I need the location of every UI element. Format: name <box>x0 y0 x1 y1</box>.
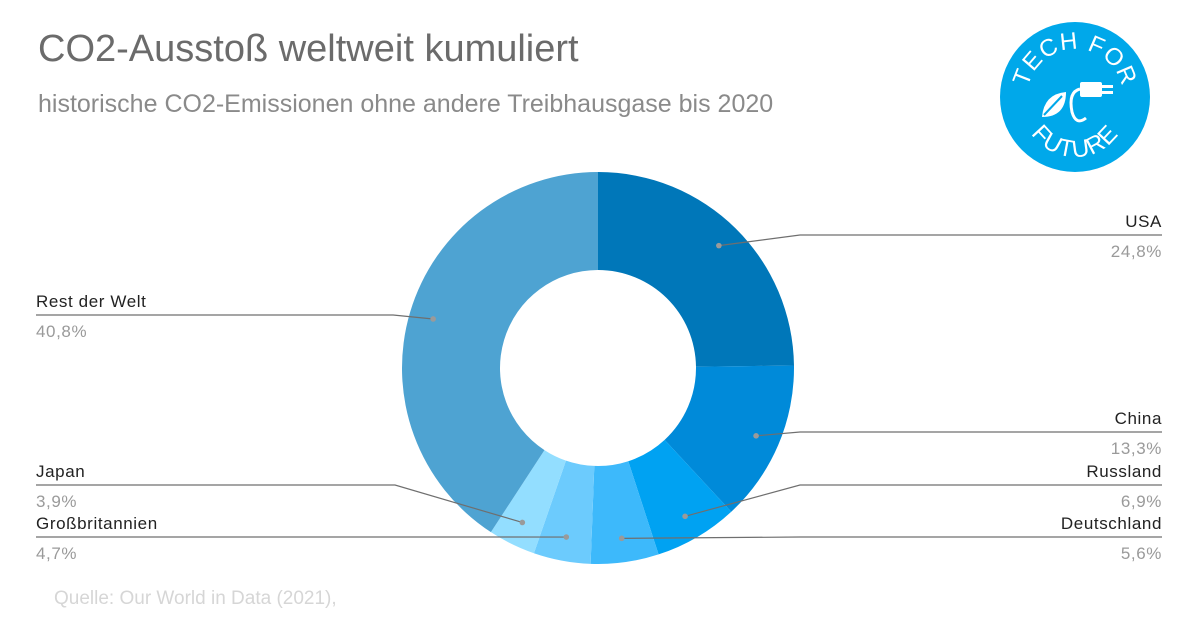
label-usa: USA <box>1125 212 1162 231</box>
value-grossbritannien: 4,7% <box>36 544 77 563</box>
value-japan: 3,9% <box>36 492 77 511</box>
leader-line-usa <box>718 234 1162 247</box>
value-rest-der-welt: 40,8% <box>36 322 87 341</box>
leader-dot-deutschland <box>618 535 625 542</box>
slice-labels: USA 24,8% China 13,3% Russland 6,9% Deutschlan… <box>36 212 1162 563</box>
slice-russland <box>628 439 732 555</box>
slice-rest-der-welt <box>402 172 598 533</box>
value-deutschland: 5,6% <box>1121 544 1162 563</box>
leader-dot-russland <box>682 513 688 520</box>
value-china: 13,3% <box>1111 439 1162 458</box>
chart-subtitle: historische CO2-Emissionen ohne andere T… <box>38 90 774 118</box>
leader-dot-grossbritannien <box>563 534 570 540</box>
label-rest-der-welt: Rest der Welt <box>36 292 146 311</box>
leader-dot-china <box>753 433 759 439</box>
plug-icon <box>1069 82 1113 123</box>
label-china: China <box>1115 409 1162 428</box>
slice-japan <box>490 450 566 554</box>
source-note: Quelle: Our World in Data (2021), <box>54 588 337 609</box>
leader-line-japan <box>36 484 523 524</box>
leader-dot-rest-der-welt <box>430 316 436 322</box>
slice-usa <box>598 172 794 367</box>
label-russland: Russland <box>1086 462 1162 481</box>
slice-grossbritannien <box>533 460 595 564</box>
label-japan: Japan <box>36 462 85 481</box>
donut-slices <box>402 172 794 564</box>
leader-line-russland <box>684 484 1162 517</box>
value-russland: 6,9% <box>1121 492 1162 511</box>
leader-line-deutschland <box>621 536 1162 539</box>
leader-dot-japan <box>519 519 526 526</box>
leader-lines <box>36 234 1162 542</box>
value-usa: 24,8% <box>1111 242 1162 261</box>
chart-title: CO2-Ausstoß weltweit kumuliert <box>38 28 579 70</box>
leader-dot-usa <box>716 242 722 249</box>
tech-for-future-logo: TECH FOR FUTURE <box>1000 22 1150 172</box>
slice-china <box>664 365 794 512</box>
leader-line-china <box>756 431 1162 437</box>
leaf-icon <box>1042 92 1066 117</box>
label-deutschland: Deutschland <box>1061 514 1162 533</box>
label-grossbritannien: Großbritannien <box>36 514 158 533</box>
leader-line-rest-der-welt <box>36 314 434 320</box>
